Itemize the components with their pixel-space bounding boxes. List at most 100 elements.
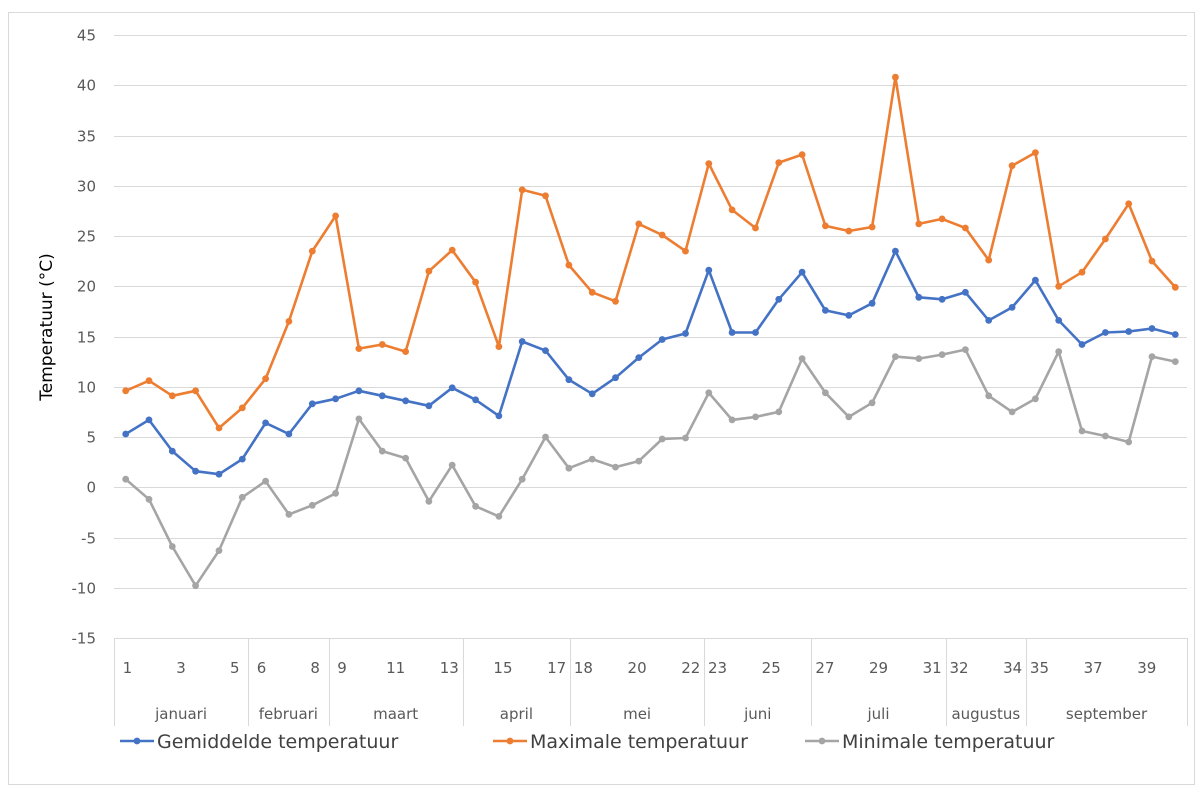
x-tick-label: 5 — [230, 659, 240, 677]
legend-swatch-marker — [506, 737, 514, 745]
data-point — [145, 377, 153, 385]
data-point — [332, 212, 339, 220]
data-point — [682, 330, 689, 337]
data-point — [145, 416, 153, 424]
data-point — [355, 387, 363, 395]
data-point — [892, 353, 899, 360]
y-tick-label: 40 — [77, 77, 96, 95]
data-point — [705, 266, 713, 274]
legend-item: Minimale temperatuur — [805, 731, 1055, 753]
series-line — [125, 249, 1176, 476]
data-point — [658, 336, 666, 343]
data-point — [752, 413, 759, 421]
x-tick-label: 23 — [708, 659, 727, 677]
data-point — [1032, 395, 1039, 403]
data-point — [775, 408, 783, 416]
data-point — [495, 343, 503, 350]
legend-label: Gemiddelde temperatuur — [157, 731, 398, 753]
data-point — [495, 412, 503, 420]
data-point — [612, 463, 619, 471]
data-point — [612, 297, 619, 305]
data-point — [962, 346, 969, 353]
data-point — [238, 455, 246, 463]
data-point — [1148, 257, 1156, 265]
data-point — [495, 513, 503, 520]
data-point — [682, 247, 689, 255]
data-point — [262, 477, 269, 485]
data-point — [658, 231, 666, 239]
data-point — [962, 224, 969, 232]
x-tick-label: 11 — [386, 659, 405, 677]
x-tick-label: 18 — [574, 659, 593, 677]
data-point — [985, 392, 993, 400]
data-point — [1032, 149, 1039, 157]
data-point — [215, 424, 223, 432]
data-point — [565, 464, 573, 472]
data-point — [168, 543, 176, 550]
data-point — [868, 299, 876, 307]
data-point — [822, 307, 829, 314]
data-point — [985, 317, 993, 324]
data-point — [915, 293, 923, 301]
data-point — [798, 151, 806, 159]
data-point — [868, 399, 876, 407]
data-point — [565, 376, 573, 384]
data-point — [378, 341, 386, 348]
data-point — [635, 457, 643, 465]
data-point — [1148, 353, 1156, 360]
data-point — [962, 288, 969, 296]
data-point — [775, 295, 783, 303]
data-point — [635, 220, 643, 228]
x-tick-label: 39 — [1137, 659, 1156, 677]
x-group-label: augustus — [951, 705, 1020, 723]
data-point — [845, 413, 853, 421]
data-point — [215, 470, 223, 478]
x-group-label: juli — [867, 705, 890, 723]
data-point — [892, 73, 899, 81]
data-point — [728, 416, 736, 424]
data-point — [915, 220, 923, 228]
data-point — [425, 267, 433, 275]
data-point — [588, 390, 596, 398]
data-point — [1125, 438, 1133, 446]
gridlines — [114, 35, 1187, 639]
data-point — [1102, 329, 1109, 336]
x-group-label: september — [1066, 705, 1148, 723]
y-tick-label: 25 — [77, 228, 96, 246]
data-point — [938, 215, 946, 223]
data-point — [472, 502, 479, 510]
y-tick-label: 20 — [77, 278, 96, 296]
chart-area-border — [8, 12, 1195, 785]
data-point — [192, 582, 200, 590]
data-point — [238, 493, 246, 501]
data-point — [472, 278, 479, 286]
data-point — [308, 247, 316, 255]
series-line — [125, 75, 1177, 430]
data-point — [845, 227, 853, 235]
x-group-label: januari — [154, 705, 207, 723]
data-point — [635, 354, 643, 361]
data-point — [448, 384, 456, 392]
data-point — [168, 392, 176, 400]
data-point — [542, 192, 549, 200]
data-point — [122, 475, 130, 483]
legend-label: Maximale temperatuur — [530, 731, 748, 753]
x-axis: 1 3 5 6 8 9 11 13 15 17 18 20 22 23 25 27 29 31 32 34 35 37 39… — [114, 638, 1188, 726]
data-point — [192, 467, 200, 475]
data-point — [938, 295, 946, 303]
data-point — [518, 475, 526, 483]
legend-swatch-marker — [818, 737, 826, 745]
data-point — [798, 355, 806, 362]
x-tick-label: 15 — [493, 659, 512, 677]
legend-item: Maximale temperatuur — [493, 731, 748, 753]
data-point — [822, 389, 829, 397]
data-point — [1008, 304, 1016, 311]
y-tick-label: 5 — [86, 429, 96, 447]
data-point — [1078, 341, 1086, 348]
data-point — [448, 461, 456, 469]
data-point — [775, 159, 783, 167]
x-group-label: mei — [623, 705, 651, 723]
x-tick-label: 31 — [923, 659, 942, 677]
x-tick-label: 29 — [869, 659, 888, 677]
x-tick-label: 1 — [123, 659, 133, 677]
